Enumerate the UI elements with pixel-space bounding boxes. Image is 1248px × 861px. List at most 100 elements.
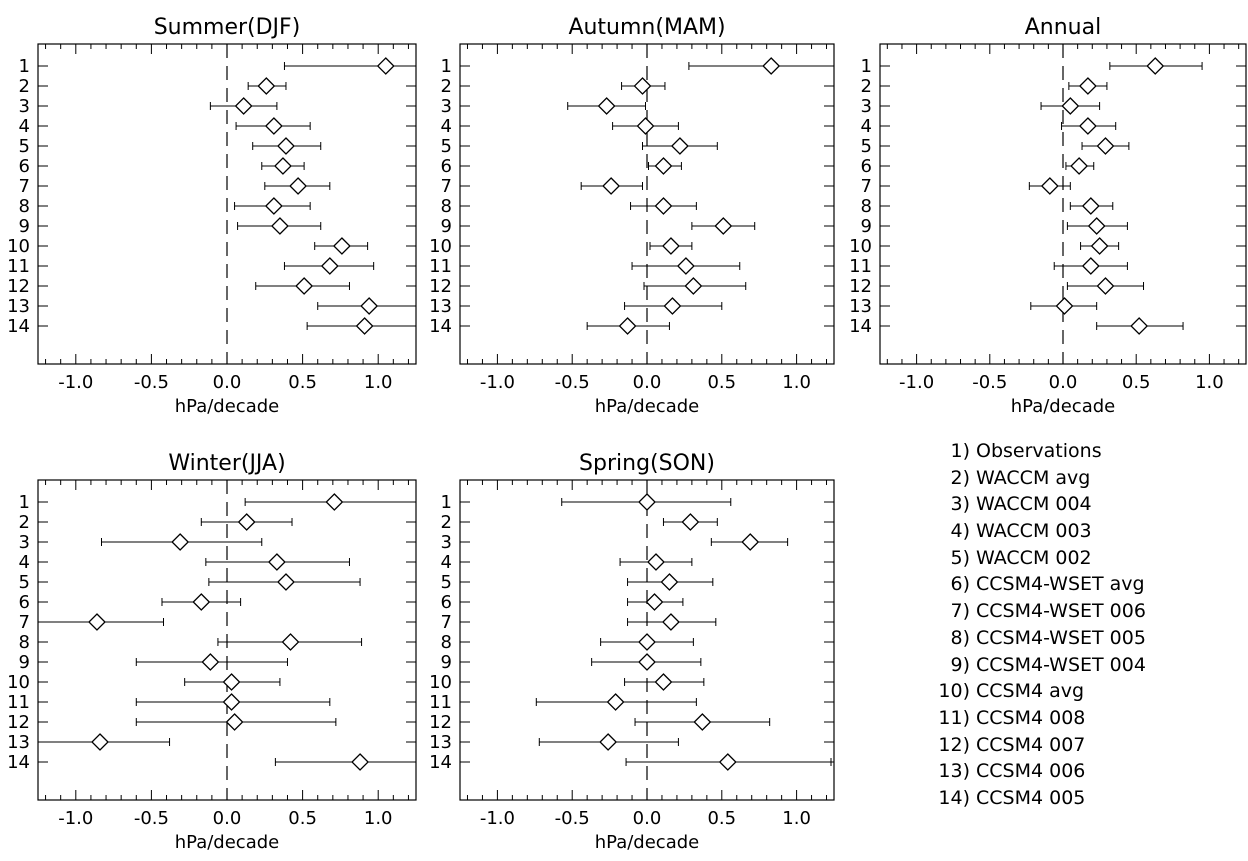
data-point-diamond: [654, 673, 673, 691]
y-tick-label: 9: [441, 216, 452, 237]
data-point-diamond: [264, 197, 283, 215]
data-point-diamond: [660, 573, 679, 591]
data-point-diamond: [676, 257, 695, 275]
data-point-diamond: [1055, 297, 1074, 315]
chart-panel: Spring(SON) -1.0 -0.5 0.0 0.5 1.0 hPa/decade 12…: [429, 451, 835, 853]
data-point-diamond: [1130, 317, 1149, 335]
x-tick-label: -1.0: [480, 808, 515, 829]
legend-item: 11) CCSM4 008: [926, 705, 1246, 732]
legend-item: 2) WACCM avg: [926, 465, 1246, 492]
y-tick-label: 11: [7, 256, 30, 277]
y-tick-label: 3: [441, 96, 452, 117]
legend-item-number: 3): [950, 493, 970, 516]
data-point-diamond: [1078, 77, 1097, 95]
x-tick-label: 0.0: [213, 808, 242, 829]
y-tick-label: 1: [861, 56, 872, 77]
legend-item-label: CCSM4 006: [976, 760, 1086, 783]
data-point-diamond: [654, 197, 673, 215]
data-point-diamond: [597, 97, 616, 115]
legend-item-number: 7): [950, 600, 970, 623]
y-tick-label: 13: [7, 732, 30, 753]
y-tick-label: 2: [19, 512, 30, 533]
y-tick-label: 11: [849, 256, 872, 277]
y-tick-label: 8: [19, 196, 30, 217]
data-point-diamond: [360, 297, 379, 315]
y-tick-label: 10: [849, 236, 872, 257]
x-tick-label: -1.0: [480, 372, 515, 393]
y-tick-label: 1: [441, 492, 452, 513]
x-tick-label: 0.0: [213, 372, 242, 393]
legend-item-label: CCSM4-WSET 004: [976, 653, 1146, 676]
y-tick-label: 4: [861, 116, 872, 137]
x-tick-label: 0.5: [707, 808, 736, 829]
y-tick-label: 8: [861, 196, 872, 217]
y-tick-label: 14: [7, 316, 30, 337]
data-point-diamond: [1146, 57, 1165, 75]
data-point-diamond: [225, 713, 244, 731]
x-tick-label: 1.0: [364, 808, 393, 829]
x-axis-label: hPa/decade: [175, 396, 279, 417]
y-tick-label: 10: [7, 236, 30, 257]
x-axis-label: hPa/decade: [595, 832, 699, 853]
legend-item-label: WACCM avg: [976, 466, 1091, 489]
data-point-diamond: [662, 613, 680, 631]
chart-panel: Autumn(MAM) -1.0 -0.5 0.0 0.5 1.0 hPa/decade 12…: [429, 15, 835, 417]
y-tick-label: 4: [441, 116, 452, 137]
chart-panel: Summer(DJF) -1.0 -0.5 0.0 0.5 1.0 hPa/decade 12…: [7, 15, 417, 417]
data-point-diamond: [1081, 197, 1100, 215]
data-point-diamond: [618, 317, 637, 335]
data-point-diamond: [762, 57, 781, 75]
data-point-diamond: [1087, 217, 1106, 235]
y-tick-label: 11: [429, 256, 452, 277]
data-point-diamond: [222, 693, 241, 711]
y-tick-label: 13: [429, 296, 452, 317]
x-tick-label: 1.0: [782, 372, 811, 393]
x-tick-label: -0.5: [972, 372, 1007, 393]
y-tick-label: 3: [19, 96, 30, 117]
y-tick-label: 7: [441, 612, 452, 633]
y-tick-label: 1: [19, 492, 30, 513]
legend-item-number: 13): [938, 760, 970, 783]
legend-item-label: CCSM4-WSET 006: [976, 600, 1146, 623]
chart-title: Spring(SON): [579, 451, 715, 476]
legend-item-label: WACCM 002: [976, 546, 1092, 569]
y-tick-label: 10: [7, 672, 30, 693]
x-tick-label: 0.5: [707, 372, 736, 393]
data-point-diamond: [1090, 237, 1109, 255]
data-point-diamond: [91, 733, 109, 751]
x-tick-label: 1.0: [364, 372, 393, 393]
data-point-diamond: [171, 533, 190, 551]
y-tick-label: 9: [441, 652, 452, 673]
y-tick-label: 5: [19, 572, 30, 593]
legend-item-number: 5): [950, 546, 970, 569]
data-point-diamond: [192, 593, 211, 611]
data-point-diamond: [277, 573, 295, 591]
y-tick-label: 7: [441, 176, 452, 197]
y-tick-label: 9: [861, 216, 872, 237]
x-axis-label: hPa/decade: [595, 396, 699, 417]
data-point-diamond: [1096, 277, 1115, 295]
y-tick-label: 7: [19, 176, 30, 197]
y-tick-label: 10: [429, 672, 452, 693]
y-tick-label: 6: [441, 592, 452, 613]
y-tick-label: 2: [441, 76, 452, 97]
x-tick-label: -0.5: [555, 372, 590, 393]
legend-item-label: CCSM4-WSET avg: [976, 573, 1145, 596]
data-point-diamond: [274, 157, 292, 175]
data-point-diamond: [693, 713, 712, 731]
chart-title: Winter(JJA): [168, 451, 285, 476]
chart-panel: Winter(JJA) -1.0 -0.5 0.0 0.5 1.0 hPa/decade 12…: [7, 451, 417, 853]
data-point-diamond: [718, 753, 737, 771]
data-point-diamond: [638, 493, 656, 511]
legend-item: 12) CCSM4 007: [926, 732, 1246, 759]
data-point-diamond: [645, 593, 664, 611]
y-tick-label: 7: [19, 612, 30, 633]
y-tick-label: 4: [19, 116, 30, 137]
y-tick-label: 1: [441, 56, 452, 77]
x-tick-label: 1.0: [782, 808, 811, 829]
data-point-diamond: [237, 513, 256, 531]
data-point-diamond: [636, 117, 655, 135]
data-point-diamond: [681, 513, 700, 531]
x-tick-label: -1.0: [899, 372, 934, 393]
